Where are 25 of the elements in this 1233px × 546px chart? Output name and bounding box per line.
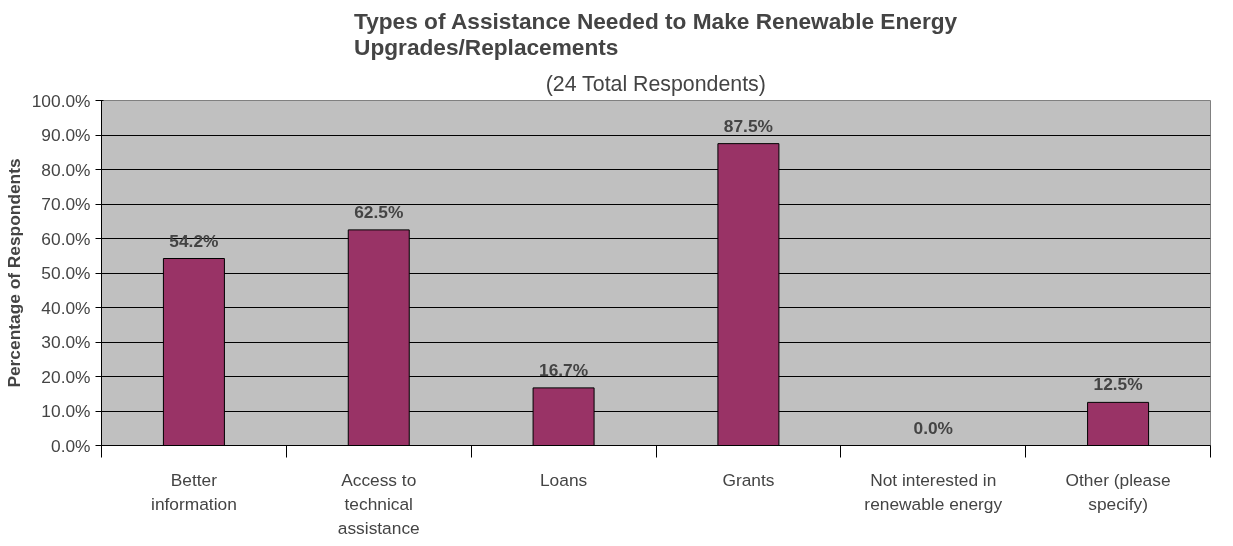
x-tick-label: Grants (722, 469, 775, 490)
y-tick-label: 50.0% (41, 263, 91, 283)
y-tick-label: 40.0% (41, 297, 91, 318)
y-axis-title: Percentage of Respondents (3, 158, 24, 388)
chart-subtitle: (24 Total Respondents) (545, 71, 766, 96)
chart-title: Types of Assistance Needed to Make Renewable Energy Upgrades/Replacements (354, 7, 958, 60)
y-tick-label: 30.0% (41, 332, 91, 352)
y-tick-label: 0.0% (51, 435, 91, 456)
y-tick-label: 100.0% (31, 90, 91, 111)
x-tick-label: Better information (151, 469, 237, 514)
y-tick-label: 60.0% (41, 228, 91, 249)
y-tick-label: 20.0% (41, 366, 91, 387)
data-label: 62.5% (354, 201, 404, 222)
x-tick-label: Not interested in renewable energy (864, 469, 1003, 514)
y-tick-label: 90.0% (41, 125, 91, 145)
data-label: 0.0% (913, 417, 953, 438)
x-tick-label: Access to technical assistance (337, 469, 420, 538)
y-tick-label: 10.0% (41, 401, 91, 421)
data-label: 12.5% (1093, 374, 1143, 395)
y-tick-label: 80.0% (41, 159, 91, 180)
data-label: 87.5% (723, 115, 773, 136)
y-tick-label: 70.0% (41, 194, 91, 214)
data-label: 16.7% (539, 359, 589, 380)
x-tick-label: Other (please specify) (1065, 469, 1171, 514)
x-tick-label: Loans (539, 469, 588, 490)
